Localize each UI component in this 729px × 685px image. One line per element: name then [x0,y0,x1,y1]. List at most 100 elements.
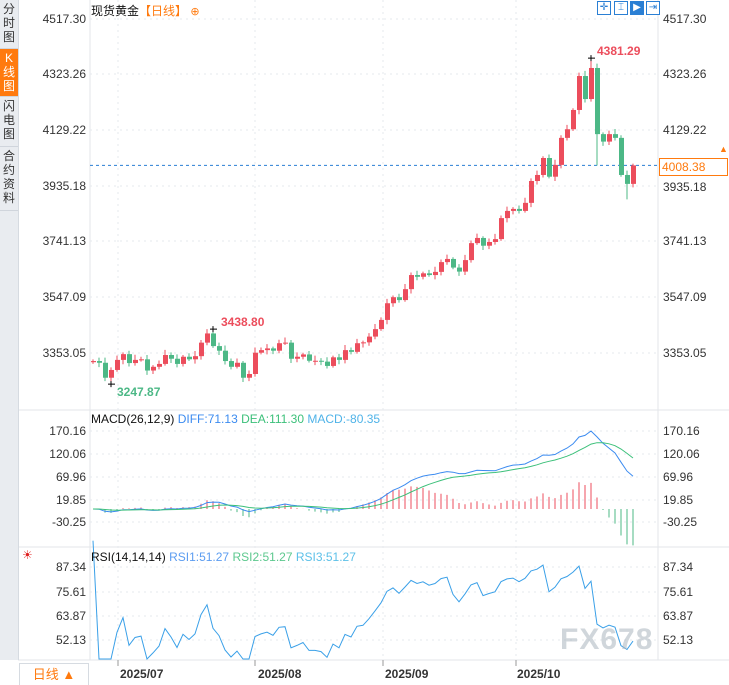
rsi-tick: 75.61 [55,585,86,599]
period-selector-button[interactable]: 日线 ▲ [19,663,89,685]
sidebar-item-kline[interactable]: K线图 [0,49,18,97]
candle-body [223,350,228,362]
candle-body [409,275,414,290]
candle-body [433,271,438,276]
candle-body [103,362,108,378]
candle-body [505,210,510,219]
candle-body [451,258,456,268]
candle-body [583,76,588,100]
sidebar: 分时图 K线图 闪电图 合约资料 [0,0,19,660]
candle-body [523,202,528,211]
candle-body [349,350,354,352]
candle-body [115,359,120,370]
price-tick-right: 4129.22 [663,123,707,137]
candle-body [145,359,150,371]
instrument-title: 现货黄金 [91,4,140,18]
candle-body [565,129,570,138]
rsi-line [92,540,634,660]
candle-body [379,319,384,330]
candle-body [373,329,378,337]
candle-body [631,165,636,184]
exit-icon[interactable]: ⇥ [646,1,660,15]
sidebar-item-contract-info[interactable]: 合约资料 [0,147,18,211]
macd-tick: 120.06 [49,447,86,461]
price-tick: 3935.18 [42,179,86,193]
rsi-tick-right: 87.34 [663,560,694,574]
candle-body [415,275,420,277]
rsi-tick: 63.87 [55,609,86,623]
play-icon[interactable]: ▶ [630,1,644,15]
price-tick-right: 3935.18 [663,180,707,194]
candle-body [133,359,138,364]
price-tick: 3353.05 [42,346,86,360]
candle-body [499,218,504,240]
rsi2-value: RSI2:51.27 [232,550,293,564]
extreme-marker [588,55,595,62]
candle-body [403,289,408,301]
candle-body [343,350,348,360]
candle-body [205,333,210,343]
candle-body [187,356,192,360]
candle-body [253,352,258,374]
candle-body [361,342,366,344]
crosshair-icon[interactable]: ✛ [597,1,611,15]
candle-body [427,273,432,276]
price-tick-right: 4323.26 [663,67,707,81]
candle-body [337,357,342,360]
candle-body [481,237,486,246]
candle-body [559,137,564,165]
rsi1-value: RSI1:51.27 [169,550,230,564]
candle-body [601,134,606,142]
macd-tick-right: 69.96 [663,470,694,484]
sidebar-item-time-chart[interactable]: 分时图 [0,0,18,49]
macd-macd-value: MACD:-80.35 [307,412,381,426]
candle-body [589,67,594,100]
macd-diff-value: DIFF:71.13 [177,412,238,426]
period-label: 【日线】 [139,4,188,18]
candle-body [331,357,336,366]
candle-body [211,333,216,347]
circle-plus-icon[interactable]: ⊕ [190,6,200,18]
candle-body [151,366,156,371]
candle-body [625,174,630,184]
candle-body [607,134,612,142]
candle-body [259,350,264,353]
rsi-tick: 87.34 [55,560,86,574]
price-tick: 4323.26 [42,67,86,81]
macd-tick-right: 120.06 [663,447,700,461]
candle-body [217,346,222,351]
candle-body [241,362,246,378]
candle-body [139,359,144,361]
price-tick-right: 3547.09 [663,290,707,304]
indicator-settings-icon[interactable]: ☀ [22,548,33,562]
candle-body [469,243,474,261]
chevron-up-icon[interactable]: ▲ [719,144,728,154]
candle-body [595,67,600,135]
candle-body [295,356,300,359]
rsi-tick-right: 52.13 [663,633,694,647]
local-high-marker-label: 3438.80 [221,315,265,329]
candle-body [121,354,126,360]
macd-tick-right: 19.85 [663,493,694,507]
macd-dea-value: DEA:111.30 [241,412,305,426]
rsi3-value: RSI3:51.27 [295,550,356,564]
candle-body [367,336,372,343]
candle-body [193,356,198,360]
chart-header: 现货黄金【日线】 ⊕ [91,2,200,19]
candle-body [97,361,102,363]
macd-dea-line [93,442,634,511]
candle-body [613,134,618,138]
macd-legend: MACD(26,12,9) DIFF:71.13 DEA:111.30 MACD… [91,412,380,426]
price-tick: 3741.13 [42,234,86,248]
range-icon[interactable]: ⌶ [614,1,628,15]
price-tick: 4517.30 [42,12,86,26]
candle-body [301,354,306,357]
candle-body [157,363,162,367]
sidebar-item-flash-chart[interactable]: 闪电图 [0,97,18,147]
candle-body [175,358,180,364]
candle-body [283,342,288,344]
macd-diff-line [92,430,634,513]
candle-body [277,343,282,351]
high-marker-label: 4381.29 [597,44,641,58]
